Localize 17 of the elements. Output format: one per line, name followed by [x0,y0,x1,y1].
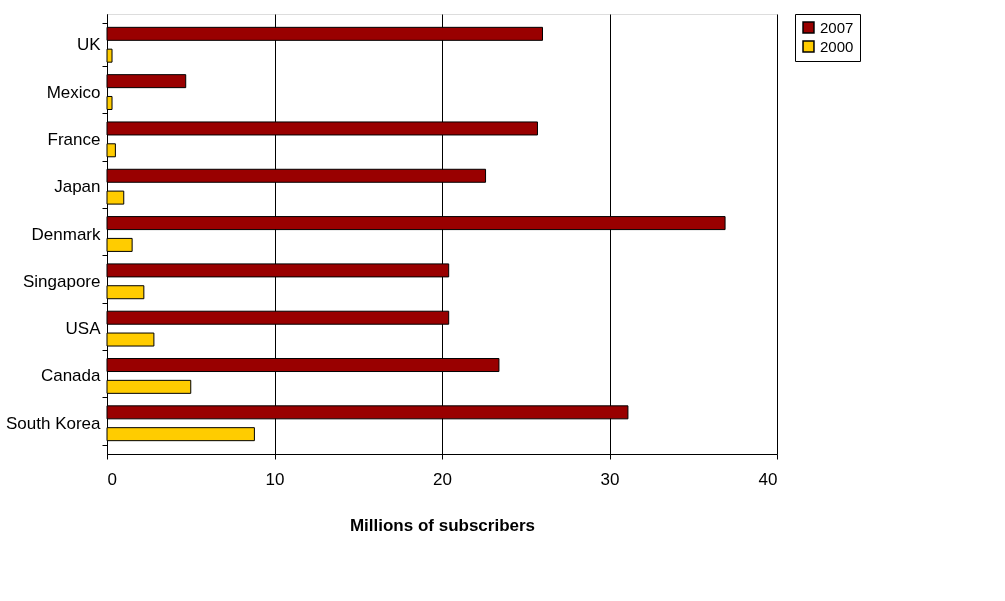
x-axis-title: Millions of subscribers [349,515,536,535]
legend-label: 2007 [820,18,854,36]
x-tick-label: 30 [600,469,620,489]
x-tick-label: 10 [265,469,285,489]
y-tick-label: Japan [54,177,101,197]
y-tick-label: UK [76,35,102,55]
y-tick-label: Mexico [46,82,101,102]
y-tick-label: Denmark [31,224,101,244]
y-tick-label: South Korea [5,413,102,433]
legend-label: 2000 [820,37,854,55]
y-tick-label: USA [65,319,102,339]
x-tick-label: 40 [758,469,778,489]
x-tick-label: 0 [107,469,117,489]
y-tick-label: France [47,129,101,149]
x-tick-label: 20 [433,469,452,489]
y-tick-label: Canada [40,366,102,386]
y-tick-label: Singapore [22,271,101,291]
